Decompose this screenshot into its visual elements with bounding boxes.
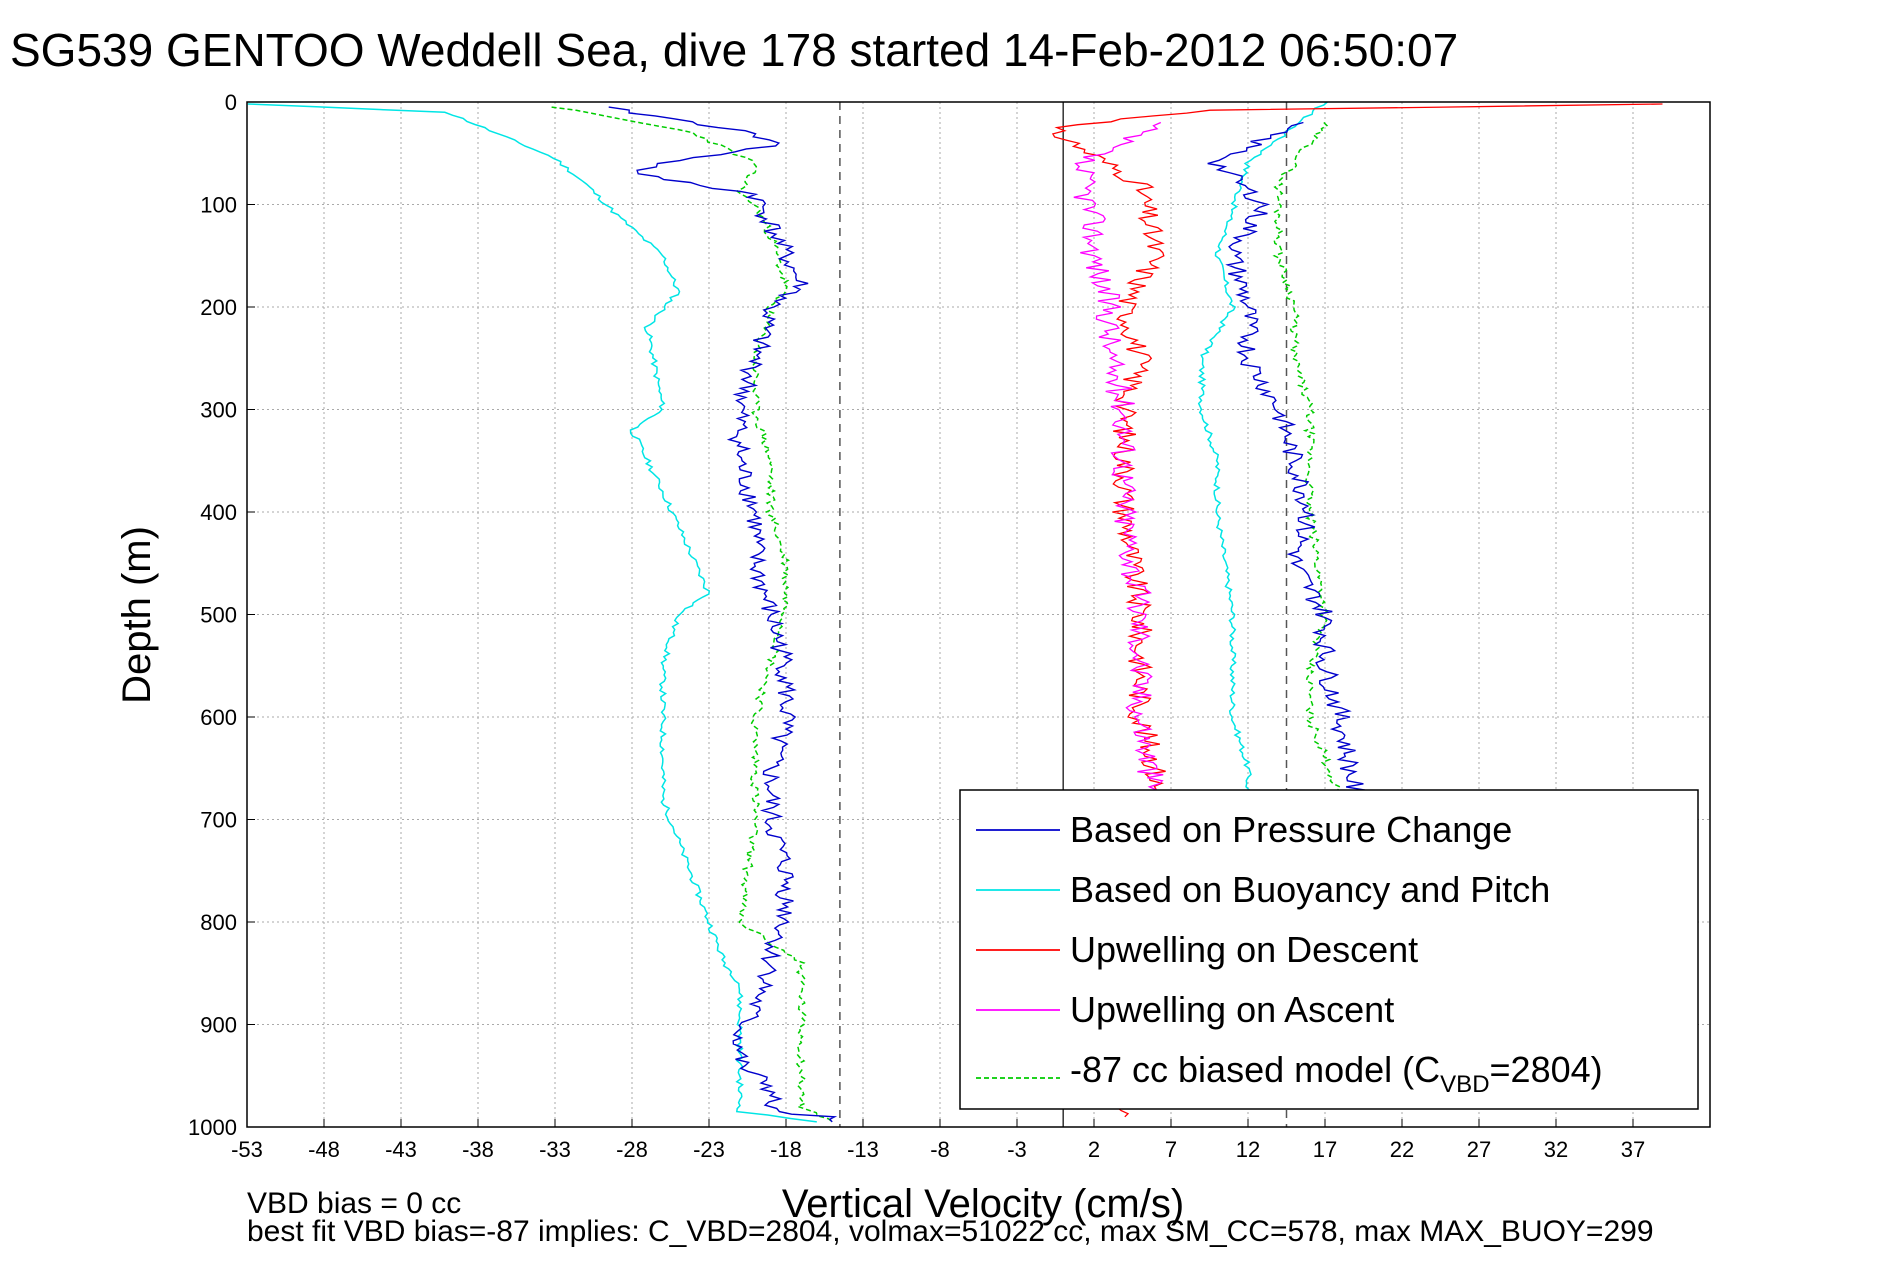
x-tick-label: -8	[930, 1137, 950, 1162]
y-tick-label: 500	[200, 603, 237, 628]
x-tick-label: 27	[1467, 1137, 1491, 1162]
series-line-upwelling-ascent	[1073, 121, 1164, 800]
series-line-buoyancy-ascent	[1197, 101, 1328, 800]
x-tick-label: -13	[847, 1137, 879, 1162]
y-tick-labels: 0 100 200 300 400 500 600 700 800 900 1000	[188, 90, 255, 1140]
x-tick-label: -18	[770, 1137, 802, 1162]
x-tick-label: 22	[1390, 1137, 1414, 1162]
y-tick-label: 600	[200, 705, 237, 730]
x-tick-label: -33	[539, 1137, 571, 1162]
x-tick-label: 12	[1236, 1137, 1260, 1162]
series-line-model-ascent	[1272, 121, 1342, 800]
x-tick-label: 17	[1313, 1137, 1337, 1162]
series-line-model-descent	[551, 106, 833, 1123]
legend-label: Based on Pressure Change	[1070, 809, 1512, 850]
y-tick-label: 400	[200, 500, 237, 525]
x-tick-label: 32	[1544, 1137, 1568, 1162]
y-axis-label: Depth (m)	[115, 526, 159, 704]
y-tick-label: 200	[200, 295, 237, 320]
x-tick-label: -23	[693, 1137, 725, 1162]
x-tick-label: 37	[1621, 1137, 1645, 1162]
legend-box	[959, 789, 1699, 1110]
chart-title: SG539 GENTOO Weddell Sea, dive 178 start…	[10, 24, 1458, 76]
x-tick-label: -48	[308, 1137, 340, 1162]
series-line-pressure-descent	[608, 106, 838, 1123]
legend-label: Upwelling on Ascent	[1070, 989, 1394, 1030]
y-tick-label: 800	[200, 910, 237, 935]
x-tick-label: -38	[462, 1137, 494, 1162]
legend-label: -87 cc biased model (CVBD=2804)	[1070, 1049, 1603, 1098]
series-line-buoyancy-descent	[247, 103, 817, 1123]
y-tick-label: 900	[200, 1013, 237, 1038]
series-line-pressure-ascent	[1207, 121, 1366, 800]
x-tick-label: -3	[1007, 1137, 1027, 1162]
x-axis-label: Vertical Velocity (cm/s)	[782, 1182, 1184, 1226]
y-tick-label: 1000	[188, 1115, 237, 1140]
y-tick-label: 300	[200, 398, 237, 423]
legend-label: Based on Buoyancy and Pitch	[1070, 869, 1550, 910]
x-tick-label: -53	[231, 1137, 263, 1162]
y-tick-label: 0	[225, 90, 237, 115]
legend-label: Upwelling on Descent	[1070, 929, 1418, 970]
x-tick-label: -28	[616, 1137, 648, 1162]
x-tick-label: 7	[1165, 1137, 1177, 1162]
x-tick-labels: -53 -48 -43 -38 -33 -28 -23 -18 -13 -8 -3 2 7 12 17 22 2…	[231, 1119, 1645, 1162]
y-tick-label: 100	[200, 193, 237, 218]
x-tick-label: -43	[385, 1137, 417, 1162]
annotation-vbd-bias: VBD bias = 0 cc	[247, 1187, 461, 1220]
y-tick-label: 700	[200, 808, 237, 833]
legend: Based on Pressure Change Based on Buoyanc…	[959, 789, 1699, 1110]
series-lines	[247, 101, 1663, 1123]
x-tick-label: 2	[1088, 1137, 1100, 1162]
annotation-best-fit: best fit VBD bias=-87 implies: C_VBD=280…	[247, 1215, 1654, 1248]
